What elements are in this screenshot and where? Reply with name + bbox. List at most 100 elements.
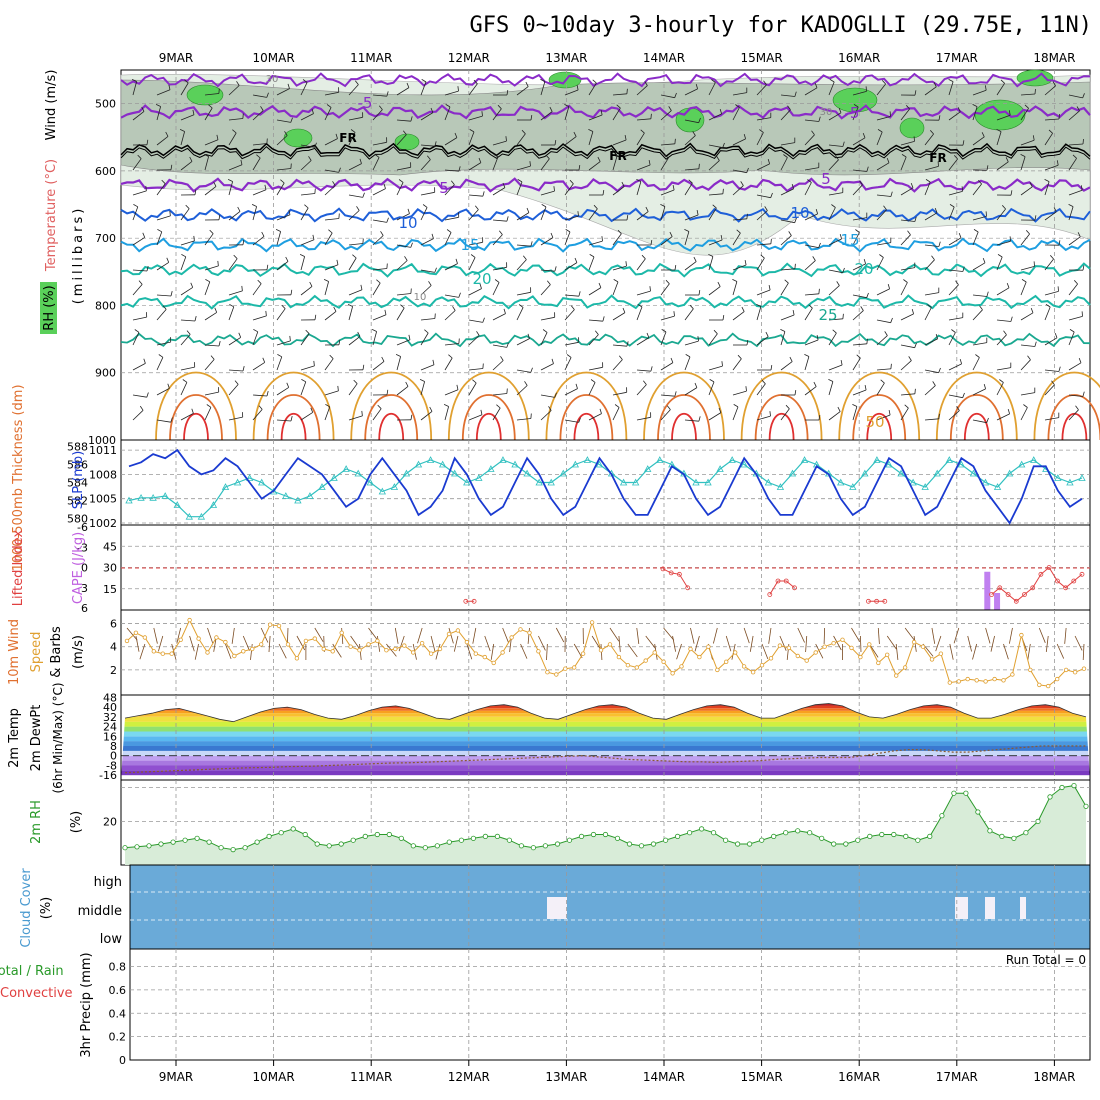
hot-contour — [475, 412, 502, 441]
wind-marker — [232, 653, 237, 659]
wind-barb-flag — [482, 191, 485, 197]
li-marker — [660, 566, 666, 572]
wind-barb — [420, 191, 435, 196]
rh2m-marker — [771, 833, 777, 840]
wind-barb — [348, 132, 356, 146]
wind10m-barb — [394, 627, 399, 644]
rh2m-marker — [843, 841, 849, 847]
wind-barb-flag — [206, 404, 212, 408]
wind-barb — [228, 369, 244, 372]
wind-barb — [420, 207, 428, 221]
wind-barb-flag — [194, 189, 197, 195]
wind-barb — [972, 342, 987, 346]
wind-barb — [564, 231, 571, 246]
wind-barb — [1068, 189, 1083, 196]
rh2m-marker — [734, 841, 741, 847]
wind-barb — [252, 409, 263, 421]
wind-barb-flag — [578, 417, 581, 423]
wind-barb-flag — [951, 329, 956, 333]
thickness-marker — [426, 456, 435, 463]
wind-barb-flag — [780, 329, 786, 332]
wind-barb — [444, 406, 449, 421]
wind-barb-flag — [839, 233, 842, 240]
wind-barb — [684, 88, 698, 96]
wind-barb — [348, 210, 360, 221]
wind-barb-flag — [590, 379, 596, 383]
wind-barb-flag — [842, 267, 845, 273]
contour-label: -5 — [358, 94, 373, 112]
li-marker — [1005, 592, 1011, 597]
warm-contour — [266, 394, 321, 441]
wind-marker — [1010, 672, 1015, 677]
wind-barb-flag — [218, 341, 221, 347]
wind-barb-flag — [472, 379, 477, 384]
wind-barb-flag — [1058, 113, 1060, 120]
wind-barb-flag — [434, 141, 437, 147]
wind-barb-flag — [496, 404, 501, 409]
wind-barb-flag — [354, 80, 359, 85]
wind-marker — [178, 637, 183, 642]
wind-speed-line — [126, 618, 1085, 687]
wind-barb — [924, 418, 939, 421]
wind-marker — [670, 671, 675, 676]
wind-barb — [516, 338, 530, 346]
wind10m-barb — [314, 627, 324, 642]
wind-barb-flag — [566, 354, 572, 358]
wind-barb — [804, 386, 817, 396]
wind10m-barb — [967, 635, 972, 652]
wind-barb-flag — [794, 217, 797, 223]
thickness-marker — [644, 465, 652, 472]
wind-barb-flag — [904, 404, 909, 409]
wind10m-barb — [520, 643, 528, 659]
date-label-top: 15MAR — [741, 51, 783, 65]
precip-tick: 0.4 — [109, 1007, 127, 1020]
thickness-tick: 584 — [67, 477, 88, 490]
wind-barb — [132, 284, 143, 296]
wind-barb-flag — [828, 379, 834, 382]
wind-barb — [1068, 394, 1083, 397]
wind-barb — [348, 383, 358, 396]
wind-barb — [972, 231, 979, 246]
wind-barb — [132, 81, 137, 96]
wind-barb-flag — [914, 216, 917, 222]
wind-barb-flag — [426, 155, 431, 160]
li-marker — [1055, 578, 1060, 584]
wind-barb-flag — [594, 330, 599, 335]
wind-barb — [396, 307, 405, 321]
wind-barb — [564, 136, 577, 146]
wind-barb — [204, 391, 219, 396]
wind-barb — [948, 269, 963, 272]
wind10m-barb — [815, 643, 824, 659]
wind-barb — [924, 133, 934, 146]
wind-marker — [223, 639, 228, 645]
rh2m-marker — [218, 845, 224, 851]
wind-barb — [588, 334, 599, 346]
thickness-marker — [535, 478, 543, 486]
wind-barb-flag — [553, 186, 555, 192]
wind-barb — [540, 284, 551, 296]
contour-label: 50 — [865, 413, 884, 431]
wind-barb — [708, 333, 718, 346]
wind-barb-flag — [745, 386, 747, 392]
wind-barb — [588, 208, 598, 221]
temperature-contour — [120, 142, 1091, 158]
wind-barb — [780, 94, 795, 97]
wind-barb-flag — [542, 329, 548, 333]
wind-barb — [876, 257, 884, 271]
wind-barb — [180, 82, 189, 96]
thickness-marker — [402, 469, 411, 477]
wind-marker — [437, 646, 443, 652]
wind-barb — [156, 357, 164, 371]
dewpt2m-label: 2m DewPt — [29, 705, 44, 772]
wind-barb-flag — [674, 391, 677, 397]
wind-tick: 4 — [110, 641, 117, 654]
wind-barb — [852, 184, 863, 196]
wind-marker — [259, 642, 264, 647]
wind-barb — [252, 394, 268, 397]
wind-barb — [636, 290, 651, 296]
wind-barb — [732, 390, 747, 396]
temp-band — [121, 721, 1090, 727]
wind-barb-flag — [575, 383, 578, 389]
li-marker — [767, 592, 773, 597]
wind-barb — [876, 209, 887, 221]
